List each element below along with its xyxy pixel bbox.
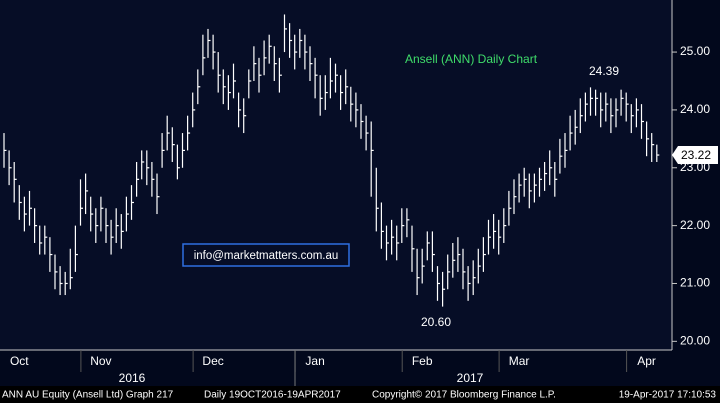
- annotation: 20.60: [421, 315, 451, 329]
- y-tick-label: 20.00: [680, 333, 710, 347]
- footer-security: ANN AU Equity (Ansell Ltd) Graph 217: [2, 390, 174, 401]
- footer-timestamp: 19-Apr-2017 17:10:53: [619, 390, 717, 401]
- last-price-tag: [672, 146, 718, 165]
- watermark: info@marketmatters.com.au: [194, 250, 339, 262]
- x-tick-label: Jan: [305, 354, 324, 368]
- annotation: 24.39: [589, 64, 619, 78]
- y-tick-label: 24.00: [680, 102, 710, 116]
- year-label: 2016: [119, 371, 146, 385]
- x-tick-label: Oct: [10, 354, 29, 368]
- y-tick-label: 25.00: [680, 44, 710, 58]
- x-tick-label: Feb: [412, 354, 433, 368]
- year-label: 2017: [457, 371, 484, 385]
- watermark-box: [182, 243, 350, 267]
- chart-title: Ansell (ANN) Daily Chart: [405, 52, 538, 66]
- plot-area: [0, 0, 672, 350]
- x-tick-label: Apr: [637, 354, 656, 368]
- footer-range: Daily 19OCT2016-19APR2017: [204, 390, 341, 401]
- x-tick-label: Dec: [202, 354, 223, 368]
- footer-copyright: Copyright© 2017 Bloomberg Finance L.P.: [372, 390, 556, 401]
- last-price-label: 23.22: [681, 148, 711, 162]
- y-tick-label: 21.00: [680, 276, 710, 290]
- x-tick-label: Nov: [90, 354, 111, 368]
- x-tick-label: Mar: [509, 354, 530, 368]
- y-tick-label: 22.00: [680, 218, 710, 232]
